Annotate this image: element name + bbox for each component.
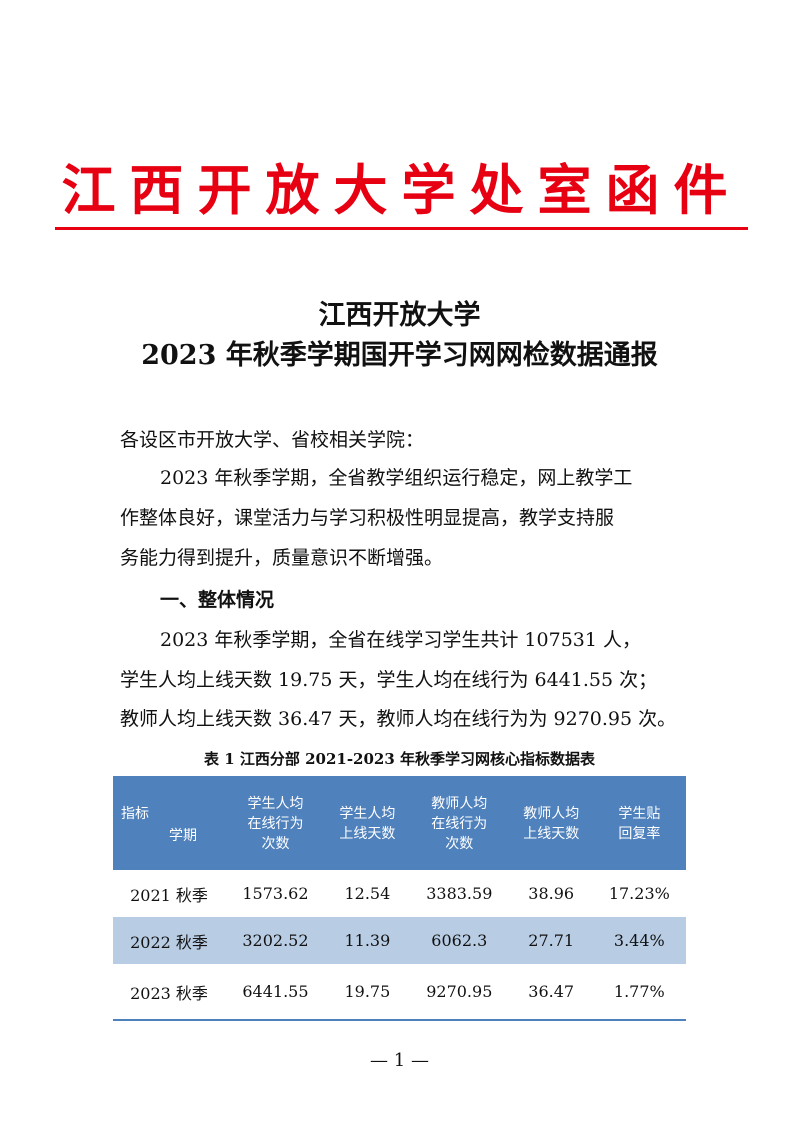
table-caption: 表 1 江西分部 2021-2023 年秋季学习网核心指标数据表	[203, 750, 596, 768]
document-title-line1: 江西开放大学	[318, 300, 481, 331]
cell: 27.71	[528, 931, 575, 950]
paragraph-line: 2023 年秋季学期，全省在线学习学生共计 107531 人，	[160, 629, 642, 651]
cell: 3202.52	[242, 931, 309, 950]
corner-header: 指标 学期	[113, 777, 225, 870]
table-header-row: 指标 学期 学生人均 在线行为 次数 学生人均 上线天数 教师人均 在线行为 次数 教师人…	[113, 777, 686, 870]
column-header: 学生人均 上线天数	[339, 806, 396, 842]
cell: 9270.95	[408, 964, 510, 1021]
masthead: 江西开放大学处室函件	[61, 158, 742, 222]
cell: 2021 秋季	[130, 885, 208, 905]
cell: 17.23%	[608, 884, 670, 903]
corner-top-label: 指标	[121, 806, 149, 822]
document-title-line2: 2023 年秋季学期国开学习网网检数据通报	[141, 340, 658, 371]
column-header: 教师人均 上线天数	[523, 806, 580, 842]
paragraph-line: 2023 年秋季学期，全省教学组织运行稳定，网上教学工	[160, 467, 633, 489]
salutation: 各设区市开放大学、省校相关学院：	[120, 429, 425, 451]
section-heading: 一、整体情况	[160, 589, 275, 611]
column-header: 学生贴 回复率	[618, 806, 661, 842]
cell: 38.96	[528, 884, 575, 903]
cell: 2022 秋季	[130, 932, 208, 952]
column-header: 学生人均 在线行为 次数	[247, 796, 304, 852]
cell: 19.75	[325, 964, 409, 1021]
table-row: 2021 秋季 1573.62 12.54 3383.59 38.96 17.23%	[113, 870, 686, 917]
table-row: 2022 秋季 3202.52 11.39 6062.3 27.71 3.44%	[113, 917, 686, 964]
paragraph-line: 教师人均上线天数 36.47 天，教师人均在线行为为 9270.95 次。	[120, 708, 677, 730]
cell: 6062.3	[431, 931, 488, 950]
cell: 3.44%	[613, 931, 665, 950]
cell: 36.47	[509, 964, 593, 1021]
cell: 1573.62	[242, 884, 309, 903]
cell: 12.54	[344, 884, 391, 903]
cell: 3383.59	[426, 884, 493, 903]
cell: 6441.55	[225, 964, 326, 1021]
cell: 1.77%	[592, 964, 686, 1021]
corner-bottom-label: 学期	[169, 828, 197, 844]
table-row: 2023 秋季 6441.55 19.75 9270.95 36.47 1.77%	[113, 964, 686, 1021]
masthead-divider	[55, 227, 748, 230]
paragraph-line: 作整体良好，课堂活力与学习积极性明显提高，教学支持服	[120, 507, 615, 529]
column-header: 教师人均 在线行为 次数	[431, 796, 488, 852]
cell: 2023 秋季	[113, 964, 225, 1021]
paragraph-line: 学生人均上线天数 19.75 天，学生人均在线行为 6441.55 次；	[120, 669, 658, 691]
cell: 11.39	[344, 931, 391, 950]
page-number: — 1 —	[370, 1050, 429, 1071]
data-table: 指标 学期 学生人均 在线行为 次数 学生人均 上线天数 教师人均 在线行为 次数 教师人…	[113, 776, 686, 1021]
paragraph-line: 务能力得到提升，质量意识不断增强。	[120, 547, 444, 569]
